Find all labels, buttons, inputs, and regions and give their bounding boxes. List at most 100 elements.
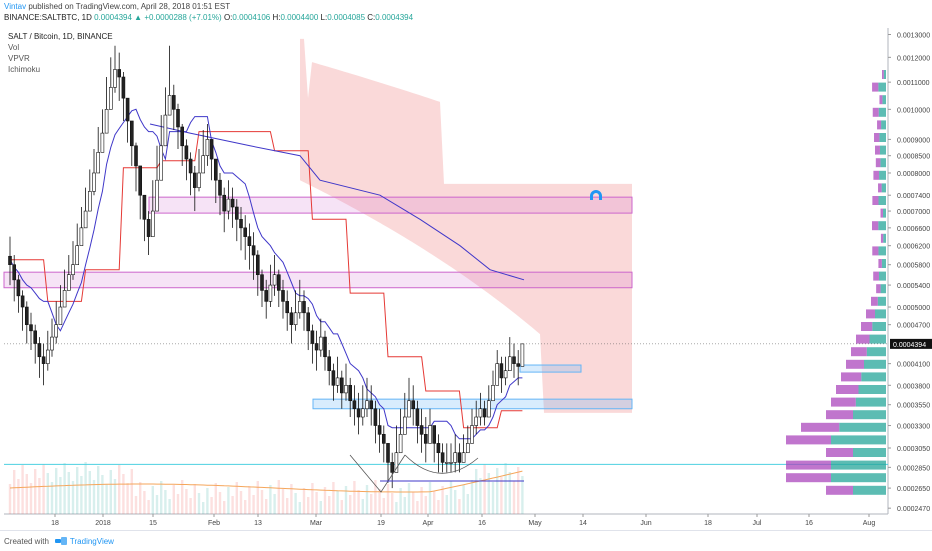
x-tick-label: 18 [51,520,59,527]
candle-body [264,290,269,302]
candle-body [415,408,420,426]
volume-bar [395,502,398,514]
volume-bar [361,499,364,514]
candle-body [125,97,130,122]
candles [8,45,525,489]
volume-bar [8,484,12,514]
volume-bar [399,488,402,514]
volume-bar [206,488,209,514]
volume-bar [433,491,436,514]
candle-body [360,408,365,418]
candle-body [344,385,348,394]
volume-bar [172,485,175,514]
senkou-line [149,123,525,281]
vpvr-bar-up [853,410,886,420]
candle-body [470,425,474,444]
volume-bar [260,490,264,514]
candle-body [260,274,264,291]
vpvr-bar-up [878,82,886,92]
candle-body [302,301,306,314]
y-tick-label: 0.0008500 [897,154,930,161]
annotations [349,190,602,493]
candle-body [449,462,453,464]
candle-body [398,434,403,454]
pattern-arc [404,454,479,474]
vpvr-bar-up [831,460,886,470]
candle-body [50,336,54,351]
legend-indicator-vol[interactable]: Vol [8,43,20,52]
candle-body [394,452,399,473]
close-label: C: [367,13,376,22]
candle-body [281,290,285,302]
candle-body [503,370,508,379]
x-tick-label: 13 [254,520,262,527]
candle-body [58,306,63,325]
volume-bar [420,487,423,514]
vpvr-bar-up [878,107,886,117]
volume-bar [25,474,28,514]
low-label: L: [320,13,328,22]
volume-bar [164,490,167,514]
vpvr-bar-down [846,359,864,369]
candle-body [373,408,378,426]
candle-body [100,132,105,153]
x-tick-label: 15 [149,520,157,527]
legend-indicator-ichimoku[interactable]: Ichimoku [8,65,41,74]
candle-body [297,301,302,314]
candle-body [255,254,260,276]
vpvr-bar-up [879,145,886,155]
volume-bar [113,479,117,514]
vpvr-bar-down [872,196,879,205]
legend-indicator-vpvr[interactable]: VPVR [8,54,30,63]
candle-body [159,145,163,181]
vpvr-bar-down [878,259,882,268]
tradingview-brand[interactable]: TradingView [54,537,114,546]
volume-bar [336,491,339,514]
x-tick-label: Feb [208,520,220,527]
vpvr-bar-up [878,271,886,281]
x-tick-label: Aug [863,520,876,527]
y-tick-label: 0.0010000 [897,107,930,114]
volume-bar [38,478,41,514]
candle-body [104,109,109,134]
volume-bar [76,467,79,514]
vpvr-bar-up [878,246,886,256]
candle-body [188,158,193,174]
candle-body [276,274,281,291]
candle-body [117,69,121,78]
candle-body [310,330,315,344]
vpvr-bar-up [882,208,886,218]
vpvr-bar-down [786,435,831,445]
candle-body [486,400,491,418]
candle-body [45,349,50,364]
candle-body [75,245,79,265]
volume-bar [29,483,33,514]
candle-body [16,279,21,297]
candle-body [386,443,390,463]
volume-bar [193,484,196,514]
volume-bar [290,484,293,514]
candle-body [318,336,323,351]
volume-bar [302,488,306,514]
candle-body [8,255,12,265]
volume-bar [315,492,318,514]
candle-body [29,324,33,332]
legend-pair[interactable]: SALT / Bitcoin, 1D, BINANCE [8,32,113,41]
candle-body [247,236,252,246]
candle-body [71,264,75,276]
volume-bar [63,463,66,514]
y-tick-label: 0.0013000 [897,33,930,40]
candle-body [411,400,416,410]
tradingview-logo-icon [54,537,67,545]
candle-body [482,408,487,418]
volume-bar [134,496,138,514]
author-link[interactable]: Vintav [4,2,27,11]
vpvr-bar-up [853,448,886,457]
y-tick-label: 0.0005400 [897,283,930,290]
candle-body [335,377,340,386]
y-tick-label: 0.0009000 [897,137,930,144]
kijun-line [10,131,523,429]
volume-bar [273,494,276,514]
vpvr-bar-down [861,322,873,331]
